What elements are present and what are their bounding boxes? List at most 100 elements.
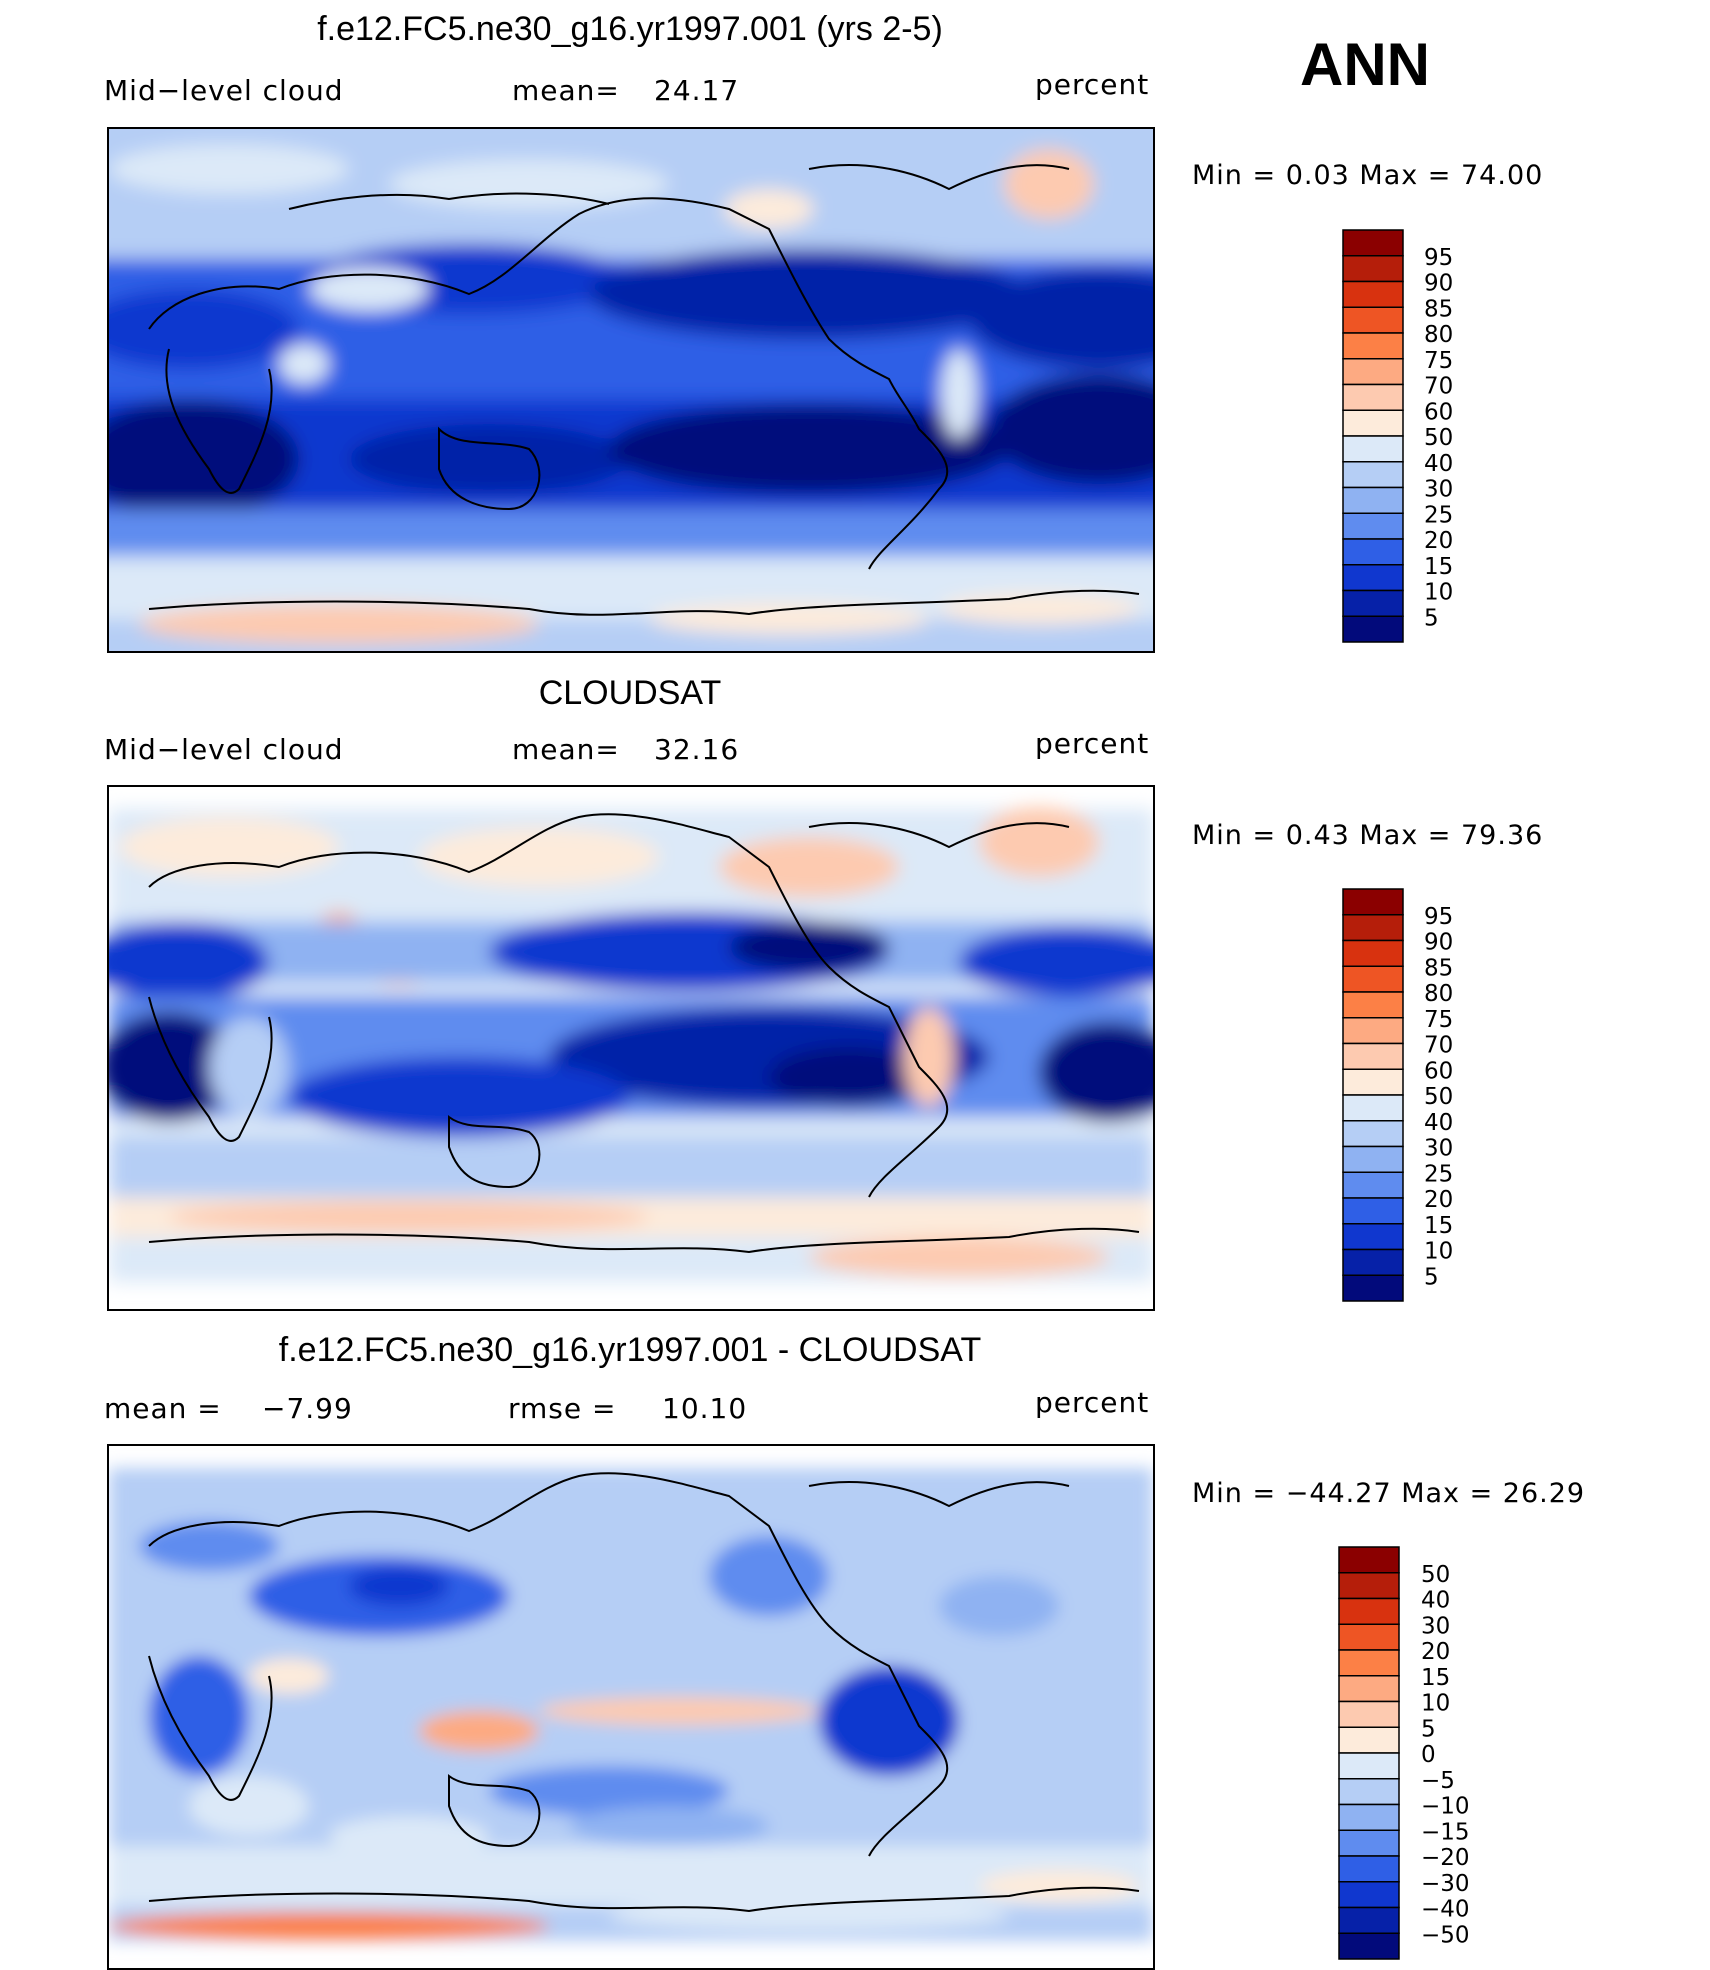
colorbar-model-label: 90 xyxy=(1424,271,1453,297)
colorbar-difference-label: 50 xyxy=(1421,1562,1450,1588)
colorbar-model-box xyxy=(1342,306,1404,334)
season-label: ANN xyxy=(1300,31,1430,98)
colorbar-model-box xyxy=(1342,512,1404,540)
colorbar-difference-box xyxy=(1338,1803,1400,1831)
panel-2-title: CLOUDSAT xyxy=(538,674,722,712)
colorbar-difference-box xyxy=(1338,1700,1400,1728)
colorbar-cloudsat-box xyxy=(1342,1248,1404,1276)
colorbar-cloudsat-boxes xyxy=(1342,888,1404,1302)
colorbar-difference-box xyxy=(1338,1675,1400,1703)
colorbar-model-label: 5 xyxy=(1424,605,1439,631)
colorbar-model-label: 25 xyxy=(1424,502,1453,528)
colorbar-difference-label: −30 xyxy=(1421,1871,1470,1897)
panel-3-units: percent xyxy=(1035,1386,1150,1419)
colorbar-model-box xyxy=(1342,461,1404,489)
colorbar-model-box xyxy=(1342,615,1404,643)
colorbar-cloudsat-box xyxy=(1342,1042,1404,1070)
colorbar-cloudsat-label: 15 xyxy=(1424,1213,1453,1239)
colorbar-difference-box xyxy=(1338,1572,1400,1600)
colorbar-cloudsat-label: 25 xyxy=(1424,1161,1453,1187)
colorbar-cloudsat-box xyxy=(1342,1017,1404,1045)
colorbar-difference-box xyxy=(1338,1829,1400,1857)
colorbar-difference-label: 30 xyxy=(1421,1613,1450,1639)
colorbar-model-box xyxy=(1342,409,1404,437)
colorbar-difference-label: −10 xyxy=(1421,1794,1470,1820)
colorbar-model-box xyxy=(1342,383,1404,411)
colorbar-model-box xyxy=(1342,280,1404,308)
colorbar-cloudsat-label: 75 xyxy=(1424,1007,1453,1033)
colorbar-model-label: 30 xyxy=(1424,477,1453,503)
colorbar-difference-label: −15 xyxy=(1421,1819,1470,1845)
colorbar-cloudsat-box xyxy=(1342,1171,1404,1199)
panel-1-units: percent xyxy=(1035,68,1150,101)
colorbar-difference-label: 20 xyxy=(1421,1639,1450,1665)
panel-3-mean-label: mean = xyxy=(104,1392,222,1425)
panel-2-variable: Mid−level cloud xyxy=(104,733,344,766)
colorbar-difference-label: 40 xyxy=(1421,1588,1450,1614)
panel-2-mean-label: mean= xyxy=(512,733,620,766)
colorbar-model-box xyxy=(1342,486,1404,514)
colorbar-cloudsat-label: 90 xyxy=(1424,930,1453,956)
colorbar-model-box xyxy=(1342,229,1404,257)
map-panel-model xyxy=(107,127,1155,653)
colorbar-model-label: 20 xyxy=(1424,528,1453,554)
panel-3-mean-value: −7.99 xyxy=(262,1392,353,1425)
panel-3-rmse-label: rmse = xyxy=(508,1392,617,1425)
colorbar-model-label: 10 xyxy=(1424,580,1453,606)
colorbar-model-boxes xyxy=(1342,229,1404,643)
colorbar-model-label: 80 xyxy=(1424,322,1453,348)
colorbar-difference-label: 0 xyxy=(1421,1742,1436,1768)
colorbar-model-label: 70 xyxy=(1424,374,1453,400)
colorbar-cloudsat-box xyxy=(1342,1094,1404,1122)
colorbar-difference-boxes xyxy=(1338,1546,1400,1960)
colorbar-cloudsat-label: 50 xyxy=(1424,1084,1453,1110)
colorbar-difference-box xyxy=(1338,1881,1400,1909)
colorbar-model-label: 50 xyxy=(1424,425,1453,451)
panel-2-minmax: Min = 0.43 Max = 79.36 xyxy=(1192,820,1544,851)
colorbar-cloudsat-label: 30 xyxy=(1424,1136,1453,1162)
colorbar-difference-box xyxy=(1338,1855,1400,1883)
panel-1-minmax: Min = 0.03 Max = 74.00 xyxy=(1192,160,1544,191)
colorbar-difference-box xyxy=(1338,1597,1400,1625)
colorbar-difference-box xyxy=(1338,1726,1400,1754)
colorbar-model-label: 95 xyxy=(1424,245,1453,271)
colorbar-model-label: 75 xyxy=(1424,348,1453,374)
colorbar-difference-label: −20 xyxy=(1421,1845,1470,1871)
panel-1-title: f.e12.FC5.ne30_g16.yr1997.001 (yrs 2-5) xyxy=(317,10,943,48)
panel-2-units: percent xyxy=(1035,727,1150,760)
colorbar-cloudsat-label: 80 xyxy=(1424,981,1453,1007)
colorbar-difference-label: −5 xyxy=(1421,1768,1455,1794)
colorbar-difference-label: 15 xyxy=(1421,1665,1450,1691)
map-panel-difference xyxy=(107,1444,1155,1970)
colorbar-cloudsat-box xyxy=(1342,1197,1404,1225)
colorbar-difference-label: −50 xyxy=(1421,1922,1470,1948)
colorbar-cloudsat-box xyxy=(1342,939,1404,967)
colorbar-cloudsat-box xyxy=(1342,914,1404,942)
colorbar-cloudsat-label: 5 xyxy=(1424,1264,1439,1290)
colorbar-difference-box xyxy=(1338,1623,1400,1651)
colorbar-cloudsat-label: 20 xyxy=(1424,1187,1453,1213)
colorbar-cloudsat-box xyxy=(1342,991,1404,1019)
panel-2-mean-value: 32.16 xyxy=(654,733,740,766)
colorbar-difference-box xyxy=(1338,1649,1400,1677)
colorbar-difference-box xyxy=(1338,1932,1400,1960)
colorbar-difference-label: 5 xyxy=(1421,1716,1436,1742)
colorbar-cloudsat-label: 40 xyxy=(1424,1110,1453,1136)
colorbar-difference-label: −40 xyxy=(1421,1897,1470,1923)
colorbar-difference-box xyxy=(1338,1906,1400,1934)
panel-3-title: f.e12.FC5.ne30_g16.yr1997.001 - CLOUDSAT xyxy=(278,1331,982,1369)
colorbar-model-label: 85 xyxy=(1424,296,1453,322)
colorbar-difference-box xyxy=(1338,1752,1400,1780)
colorbar-model-label: 60 xyxy=(1424,399,1453,425)
panel-3-rmse-value: 10.10 xyxy=(662,1392,748,1425)
map-panel-cloudsat xyxy=(107,785,1155,1311)
colorbar-cloudsat-label: 60 xyxy=(1424,1058,1453,1084)
colorbar-model-label: 15 xyxy=(1424,554,1453,580)
colorbar-difference-box xyxy=(1338,1778,1400,1806)
colorbar-cloudsat-box xyxy=(1342,1145,1404,1173)
colorbar-model-box xyxy=(1342,564,1404,592)
